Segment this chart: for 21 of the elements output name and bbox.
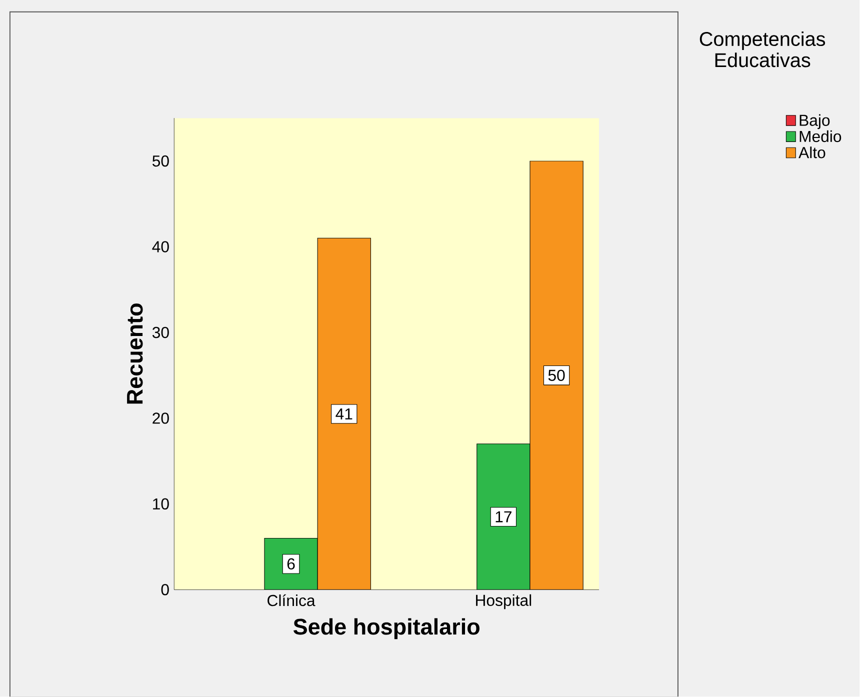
legend-label: Alto bbox=[798, 146, 826, 158]
y-tick-label: 0 bbox=[161, 584, 169, 596]
x-axis-title: Sede hospitalario bbox=[293, 618, 480, 640]
data-label: 6 bbox=[287, 558, 295, 570]
data-label: 41 bbox=[336, 408, 352, 420]
y-tick-label: 30 bbox=[152, 326, 169, 338]
y-axis-title: Recuento bbox=[127, 304, 143, 404]
bar bbox=[530, 160, 584, 590]
data-label: 50 bbox=[548, 370, 565, 382]
x-tick-label: Clínica bbox=[268, 594, 316, 606]
bar bbox=[318, 238, 371, 590]
y-tick-label: 50 bbox=[152, 156, 169, 167]
legend-label: Bajo bbox=[800, 114, 830, 130]
y-tick-label: 20 bbox=[152, 412, 169, 424]
legend-label: Medio bbox=[800, 130, 842, 142]
data-label: 17 bbox=[496, 511, 512, 522]
legend-title: Competencias Educativas bbox=[700, 32, 826, 68]
x-tick-label: Hospital bbox=[476, 594, 532, 610]
bar bbox=[476, 444, 530, 590]
y-tick-label: 40 bbox=[152, 241, 169, 252]
y-tick-label: 10 bbox=[153, 498, 169, 510]
